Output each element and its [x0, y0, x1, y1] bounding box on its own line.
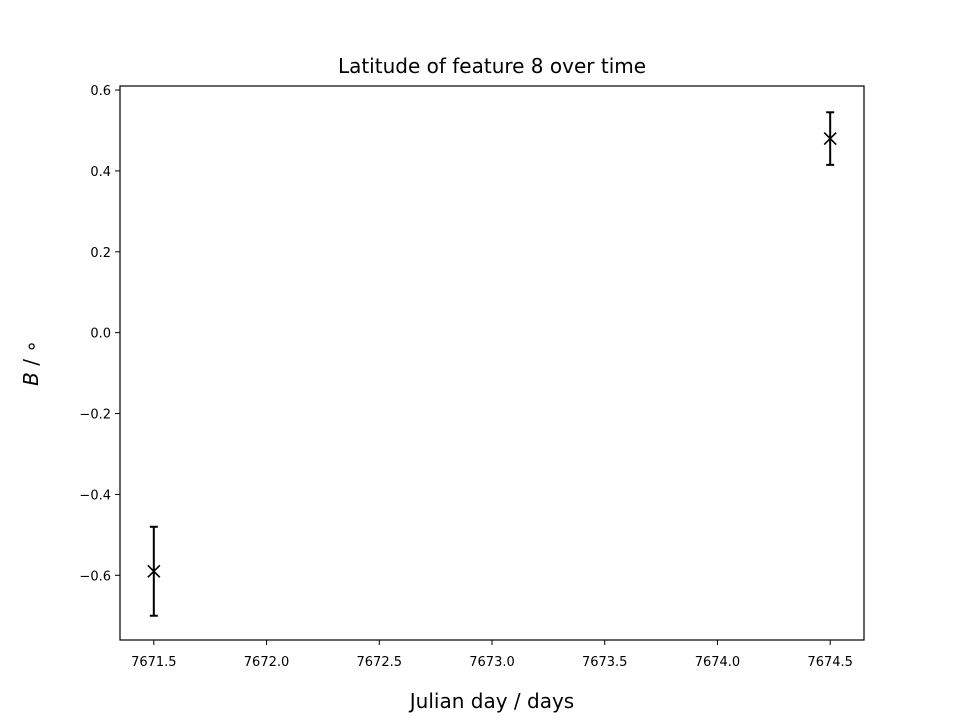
y-tick-label: 0.6 [90, 84, 111, 99]
x-tick-label: 7674.5 [807, 655, 853, 670]
data-point [147, 525, 161, 617]
x-marker [147, 564, 161, 578]
x-axis-label: Julian day / days [408, 689, 574, 713]
x-marker [823, 132, 837, 146]
x-tick-label: 7672.5 [357, 655, 403, 670]
x-tick-label: 7673.5 [582, 655, 628, 670]
y-tick-label: 0.2 [90, 246, 111, 261]
y-axis-label: B / ∘ [19, 340, 43, 386]
x-axis: 7671.5 7672.0 7672.5 7673.0 7673.5 7674.0 7674… [131, 640, 853, 670]
x-tick-label: 7671.5 [131, 655, 177, 670]
y-tick-label: −0.4 [79, 488, 111, 503]
y-tick-label: 0.0 [90, 327, 111, 342]
data-points [147, 111, 837, 617]
x-tick-label: 7672.0 [244, 655, 290, 670]
plot-area [119, 85, 865, 641]
y-axis: −0.6 −0.4 −0.2 0.0 0.2 0.4 0.6 [79, 84, 120, 584]
y-tick-label: −0.6 [79, 569, 111, 584]
data-point [823, 111, 837, 166]
chart-title: Latitude of feature 8 over time [338, 54, 646, 78]
x-tick-label: 7674.0 [695, 655, 741, 670]
y-axis-label-unit: / ∘ [19, 340, 43, 372]
y-axis-label-variable: B [19, 372, 43, 386]
y-tick-label: 0.4 [90, 165, 111, 180]
x-tick-label: 7673.0 [469, 655, 515, 670]
y-tick-label: −0.2 [79, 408, 111, 423]
